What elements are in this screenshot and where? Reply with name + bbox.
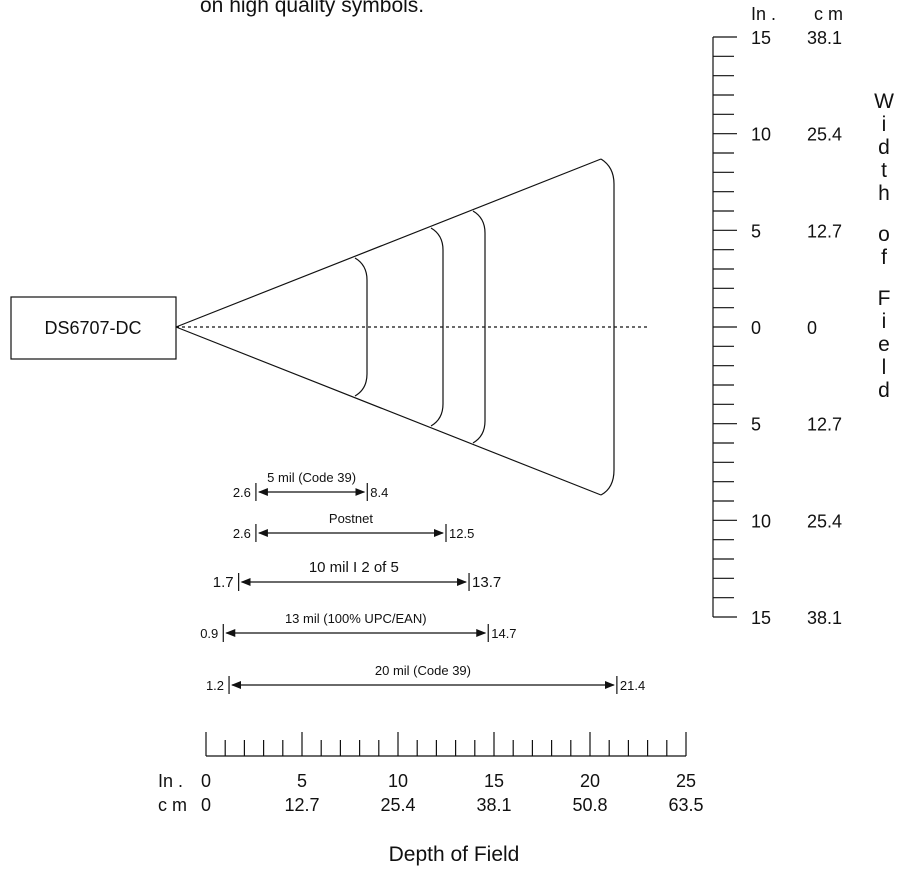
beam-lower-edge — [175, 326, 602, 496]
width-title-letter: F — [878, 287, 891, 310]
depth-tick-label-in: 20 — [580, 771, 600, 791]
width-tick-label-in: 10 — [751, 511, 771, 531]
range-symbol-label: Postnet — [329, 511, 373, 526]
range-bar: 2.6 8.4 5 mil (Code 39) — [233, 470, 388, 501]
range-bar: 0.9 14.7 13 mil (100% UPC/EAN) — [200, 611, 517, 642]
range-symbol-label: 13 mil (100% UPC/EAN) — [285, 611, 427, 626]
width-tick-label-in: 0 — [751, 318, 761, 338]
range-start-label: 2.6 — [233, 526, 251, 541]
range-start-label: 1.7 — [213, 574, 234, 591]
range-start-label: 0.9 — [200, 626, 218, 641]
width-tick-label-cm: 38.1 — [807, 608, 842, 628]
read-range-bars: 2.6 8.4 5 mil (Code 39) 2.6 12.5 Postnet 1.7 13… — [200, 470, 645, 694]
width-title-letter: l — [882, 356, 887, 379]
width-tick-label-in: 15 — [751, 608, 771, 628]
beam-arc-1 — [354, 257, 368, 397]
width-tick-label-in: 10 — [751, 125, 771, 145]
range-start-label: 2.6 — [233, 485, 251, 500]
top-note: on high quality symbols. — [200, 0, 424, 17]
width-tick-label-cm: 25.4 — [807, 125, 842, 145]
depth-tick-label-in: 10 — [388, 771, 408, 791]
depth-tick-label-in: 15 — [484, 771, 504, 791]
range-bar: 1.7 13.7 10 mil I 2 of 5 — [213, 559, 501, 591]
width-title-letter: i — [882, 113, 887, 136]
range-symbol-label: 5 mil (Code 39) — [267, 470, 356, 485]
width-title-letter: t — [881, 159, 887, 182]
depth-tick-label-cm: 25.4 — [380, 795, 415, 815]
width-title-letter: h — [878, 182, 890, 205]
depth-tick-label-cm: 63.5 — [668, 795, 703, 815]
width-title-letter: i — [882, 310, 887, 333]
depth-tick-label-in: 25 — [676, 771, 696, 791]
beam-upper-edge — [175, 158, 602, 328]
width-title-letter: o — [878, 223, 890, 246]
width-title-letter: e — [878, 333, 890, 356]
width-of-field-scale: In . c m 15 38.1 10 25.4 5 12.7 0 0 5 12.7 10 25.4 1… — [712, 4, 894, 628]
width-tick-label-cm: 25.4 — [807, 511, 842, 531]
width-title-letter: f — [881, 246, 887, 269]
scanner-label: DS6707-DC — [44, 318, 141, 338]
width-tick-label-in: 5 — [751, 415, 761, 435]
range-end-label: 21.4 — [620, 678, 645, 693]
width-tick-label-cm: 38.1 — [807, 28, 842, 48]
depth-unit-in: In . — [158, 771, 183, 791]
depth-tick-label-cm: 38.1 — [476, 795, 511, 815]
width-tick-label-cm: 12.7 — [807, 415, 842, 435]
width-unit-in: In . — [751, 4, 776, 24]
range-end-label: 8.4 — [370, 485, 388, 500]
range-symbol-label: 10 mil I 2 of 5 — [309, 559, 399, 576]
range-symbol-label: 20 mil (Code 39) — [375, 663, 471, 678]
width-tick-label-cm: 12.7 — [807, 221, 842, 241]
depth-scale-title: Depth of Field — [389, 843, 520, 866]
depth-tick-label-cm: 12.7 — [284, 795, 319, 815]
width-tick-label-in: 5 — [751, 221, 761, 241]
depth-tick-label-in: 5 — [297, 771, 307, 791]
width-title-letter: W — [874, 90, 894, 113]
width-unit-cm: c m — [814, 4, 843, 24]
depth-tick-label-in: 0 — [201, 771, 211, 791]
range-end-label: 13.7 — [472, 574, 501, 591]
range-bar: 1.2 21.4 20 mil (Code 39) — [206, 663, 645, 694]
width-title-letter: d — [878, 136, 890, 159]
depth-tick-label-cm: 0 — [201, 795, 211, 815]
depth-unit-cm: c m — [158, 795, 187, 815]
width-tick-label-in: 15 — [751, 28, 771, 48]
range-end-label: 14.7 — [491, 626, 516, 641]
width-tick-label-cm: 0 — [807, 318, 817, 338]
width-title-letter: d — [878, 379, 890, 402]
range-bar: 2.6 12.5 Postnet — [233, 511, 474, 542]
depth-of-field-scale: In . c m 0 5 10 15 20 25 0 12.7 25.4 38.1 50.8 63.5… — [158, 732, 704, 866]
range-end-label: 12.5 — [449, 526, 474, 541]
scanner-box — [10, 296, 177, 360]
depth-tick-label-cm: 50.8 — [572, 795, 607, 815]
range-start-label: 1.2 — [206, 678, 224, 693]
